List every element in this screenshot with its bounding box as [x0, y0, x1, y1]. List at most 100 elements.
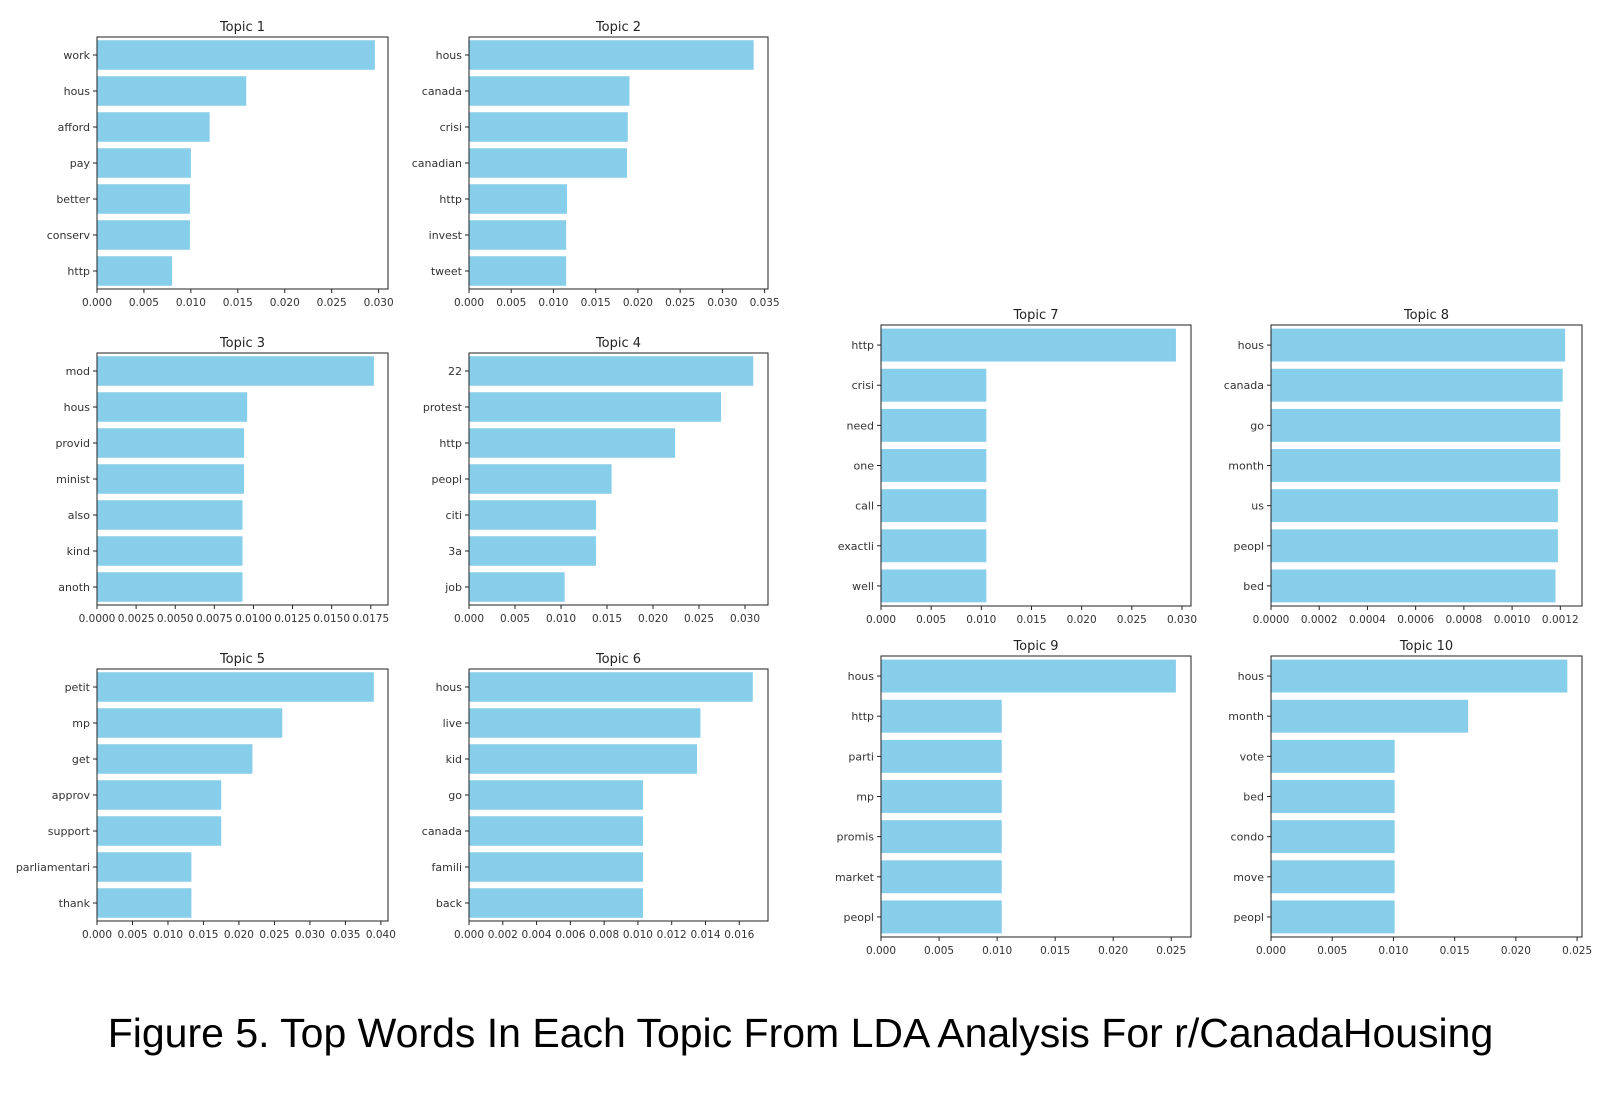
bar-minist — [97, 464, 245, 494]
category-label: approv — [52, 789, 91, 802]
x-tick-label: 0.005 — [129, 297, 159, 309]
bar-mp — [97, 708, 283, 738]
category-label: vote — [1240, 750, 1265, 763]
category-label: canada — [1224, 379, 1264, 392]
x-tick-label: 0.0100 — [235, 613, 272, 625]
x-tick-label: 0.015 — [1016, 614, 1046, 626]
bar-3a — [469, 536, 596, 566]
bar-conserv — [97, 220, 190, 250]
category-label: http — [67, 265, 90, 278]
category-label: go — [1250, 419, 1264, 432]
x-tick-label: 0.0002 — [1301, 614, 1338, 626]
category-label: hous — [436, 681, 463, 694]
category-label: work — [63, 49, 90, 62]
bar-back — [469, 888, 643, 918]
bar-protest — [469, 392, 722, 422]
panel-title: Topic 1 — [219, 20, 265, 35]
category-label: kid — [446, 753, 462, 766]
x-tick-label: 0.020 — [1067, 614, 1097, 626]
category-label: canada — [422, 85, 462, 98]
topic-panel-5: Topic 5 petit mp get approv support parliament… — [16, 652, 396, 941]
category-label: afford — [58, 121, 90, 134]
x-tick-label: 0.0050 — [157, 613, 194, 625]
category-label: kind — [67, 545, 90, 558]
x-tick-label: 0.020 — [224, 929, 254, 941]
category-label: job — [444, 581, 462, 594]
category-label: mp — [856, 791, 874, 804]
x-tick-label: 0.025 — [317, 297, 347, 309]
x-tick-label: 0.015 — [581, 297, 611, 309]
x-tick-label: 0.000 — [866, 945, 896, 957]
x-tick-label: 0.030 — [295, 929, 325, 941]
bar-canadian — [469, 148, 627, 178]
category-label: promis — [837, 831, 875, 844]
x-tick-label: 0.0075 — [196, 613, 233, 625]
bar-us — [1271, 489, 1558, 523]
category-label: canadian — [412, 157, 462, 170]
x-tick-label: 0.0175 — [352, 613, 389, 625]
bar-22 — [469, 356, 754, 386]
plot-frame — [880, 324, 1192, 607]
bar-crisi — [469, 112, 628, 142]
x-tick-label: 0.000 — [1256, 945, 1286, 957]
x-tick-label: 0.0025 — [118, 613, 155, 625]
bar-http — [881, 699, 1002, 733]
category-label: hous — [64, 401, 91, 414]
bar-mp — [881, 780, 1002, 813]
panel-title: Topic 5 — [219, 652, 265, 667]
category-label: support — [48, 825, 91, 838]
bar-afford — [97, 112, 210, 142]
bar-peopl — [469, 464, 612, 494]
category-label: market — [835, 871, 875, 884]
x-tick-label: 0.015 — [188, 929, 218, 941]
bar-peopl — [1271, 900, 1395, 934]
category-label: pay — [70, 157, 91, 170]
category-label: invest — [429, 229, 463, 242]
bar-hous — [469, 672, 753, 702]
x-tick-label: 0.000 — [82, 929, 112, 941]
bar-market — [881, 860, 1002, 894]
plot-frame — [880, 655, 1192, 938]
category-label: one — [854, 460, 875, 473]
category-label: month — [1228, 460, 1264, 473]
category-label: need — [847, 419, 875, 432]
category-label: exactli — [838, 540, 874, 553]
category-label: mp — [72, 717, 90, 730]
category-label: 22 — [448, 365, 462, 378]
bar-crisi — [881, 368, 987, 402]
x-tick-label: 0.0000 — [1253, 614, 1290, 626]
bar-hous — [1271, 328, 1566, 362]
topic-panel-6: Topic 6 hous live kid go canada famili back 0.00… — [422, 652, 769, 941]
x-tick-label: 0.005 — [1317, 945, 1347, 957]
bar-call — [881, 489, 987, 523]
x-tick-label: 0.030 — [707, 297, 737, 309]
x-tick-label: 0.0004 — [1349, 614, 1386, 626]
bar-canada — [469, 816, 643, 846]
x-tick-label: 0.014 — [690, 929, 720, 941]
category-label: get — [72, 753, 91, 766]
x-tick-label: 0.010 — [176, 297, 206, 309]
category-label: http — [851, 339, 874, 352]
x-tick-label: 0.000 — [866, 614, 896, 626]
category-label: back — [436, 897, 463, 910]
x-tick-label: 0.008 — [589, 929, 619, 941]
x-tick-label: 0.010 — [538, 297, 568, 309]
bar-month — [1271, 699, 1469, 733]
bar-vote — [1271, 739, 1395, 773]
category-label: tweet — [431, 265, 463, 278]
x-tick-label: 0.020 — [638, 613, 668, 625]
category-label: us — [1251, 500, 1264, 513]
x-tick-label: 0.005 — [496, 297, 526, 309]
bar-also — [97, 500, 243, 530]
x-tick-label: 0.035 — [750, 297, 780, 309]
plot-frame — [468, 36, 769, 290]
x-tick-label: 0.020 — [1098, 945, 1128, 957]
category-label: mod — [66, 365, 90, 378]
bar-tweet — [469, 256, 567, 286]
bar-exactli — [881, 529, 987, 563]
category-label: parti — [848, 750, 874, 763]
x-tick-label: 0.000 — [454, 297, 484, 309]
bar-http — [97, 256, 173, 286]
bar-famili — [469, 852, 643, 882]
x-tick-label: 0.0012 — [1542, 614, 1579, 626]
